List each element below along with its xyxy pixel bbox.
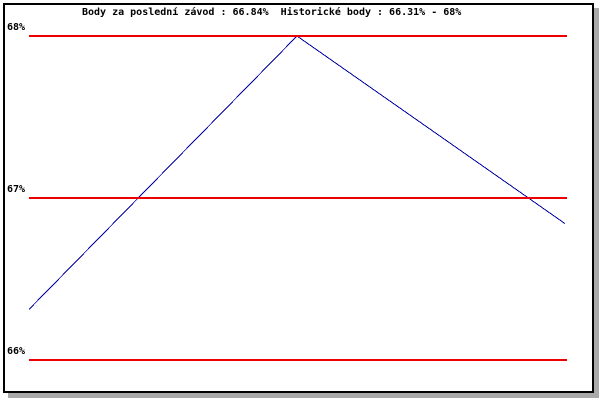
gridline-67: [29, 197, 567, 199]
gridline-68: [29, 35, 567, 37]
gridline-66: [29, 359, 567, 361]
series-line: [28, 35, 566, 310]
y-axis-label-68: 68%: [7, 22, 26, 33]
y-axis-label-67: 67%: [7, 184, 26, 195]
y-axis-label-66: 66%: [7, 346, 26, 357]
chart-title: Body za poslední závod : 66.84% Historic…: [82, 7, 462, 18]
